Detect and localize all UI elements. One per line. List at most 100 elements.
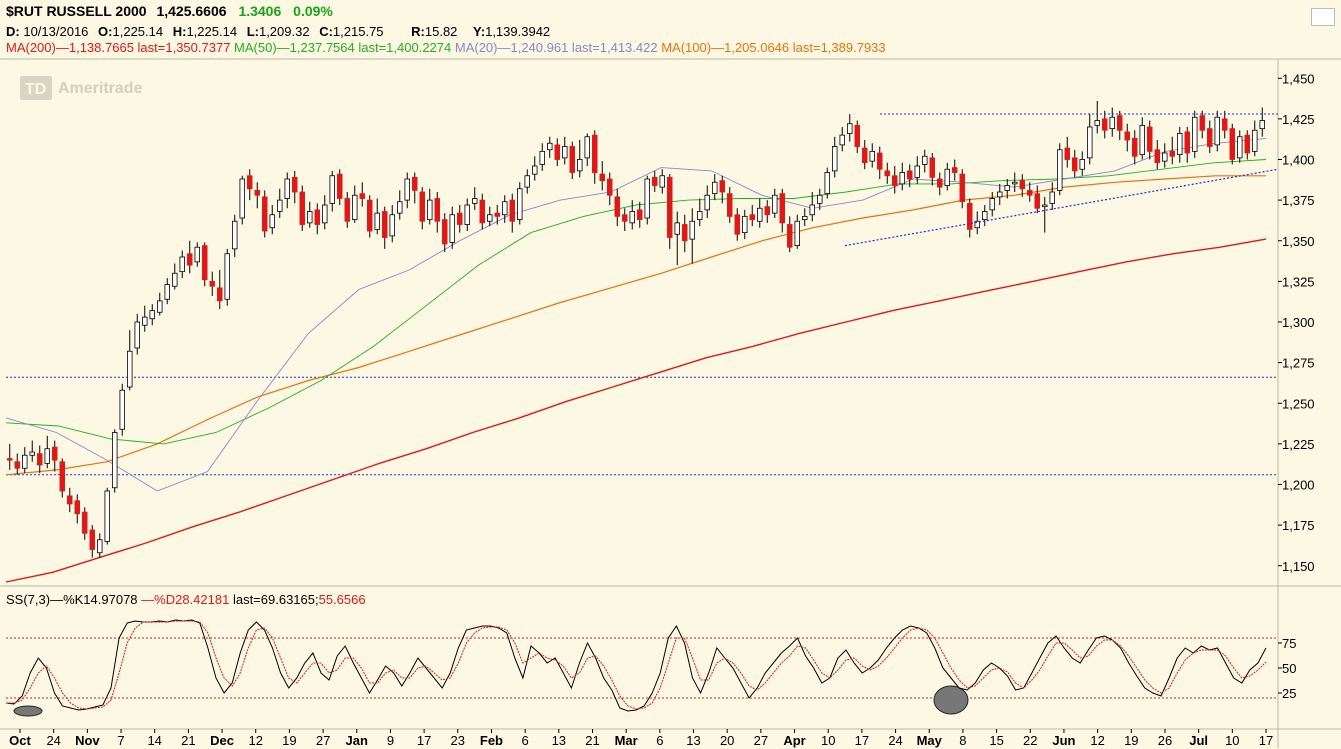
price-change-pct: 0.09% [293, 3, 333, 19]
candle-down [382, 211, 388, 238]
price-change: 1.3406 [238, 3, 282, 19]
x-tick-label: Mar [615, 733, 638, 748]
candle-up [539, 150, 545, 165]
candle-down [67, 495, 73, 505]
candle-down [667, 176, 673, 238]
y-tick-label: 1,300 [1282, 315, 1315, 330]
candle-down [854, 124, 860, 147]
x-tick-label: 20 [720, 733, 734, 748]
candle-up [134, 321, 140, 349]
candle-up [464, 204, 470, 225]
ma100-legend-values: 1,205.0646 last=1,389.7933 [724, 40, 886, 55]
candle-down [209, 280, 215, 287]
x-tick-label: Jan [346, 733, 368, 748]
d-line [6, 620, 1267, 710]
candle-up [329, 175, 335, 204]
x-tick-label: 6 [656, 733, 663, 748]
candle-up [104, 490, 110, 542]
high-value: 1,225.14 [186, 24, 238, 39]
candle-up [112, 432, 118, 489]
candle-down [952, 167, 958, 173]
candle-down [344, 198, 350, 222]
oscillator-last-d: 55.6566 [318, 592, 366, 607]
candle-down [202, 245, 208, 281]
candle-down [637, 209, 643, 221]
candle-up [997, 191, 1003, 198]
candle-up [817, 194, 823, 204]
rising-support-trendline [844, 168, 1279, 247]
osc-y-tick-label: 25 [1282, 686, 1296, 701]
candle-up [1004, 185, 1010, 191]
x-tick-label: 7 [117, 733, 124, 748]
candle-down [367, 199, 373, 232]
candle-up [809, 204, 815, 216]
watermark-text: Ameritrade [58, 80, 143, 97]
k-value: %K14.97078 [63, 592, 138, 607]
ma-legend: MA(200)—1,138.7665 last=1,350.7377 MA(50… [6, 40, 886, 55]
candle-up [239, 178, 245, 219]
ma200-legend-values: 1,138.7665 last=1,350.7377 [68, 40, 231, 55]
osc-y-tick-label: 75 [1282, 636, 1296, 651]
candle-up [584, 136, 590, 159]
last-price: 1,425.6606 [156, 3, 227, 19]
x-tick-label: Feb [480, 733, 503, 748]
open-value: 1,225.14 [112, 24, 164, 39]
candle-up [472, 198, 478, 204]
low-value: 1,209.32 [258, 24, 310, 39]
x-tick-label: 17 [855, 733, 869, 748]
watermark: TD Ameritrade [20, 76, 143, 100]
candle-up [1079, 159, 1085, 170]
corner-box[interactable] [1311, 8, 1335, 26]
y-tick-label: 1,225 [1282, 437, 1315, 452]
candle-up [127, 350, 133, 388]
candle-down [1207, 128, 1213, 147]
candle-down [877, 152, 883, 170]
ma20-legend-values: 1,240.961 last=1,413.422 [510, 40, 658, 55]
candle-down [554, 144, 560, 160]
candle-up [524, 175, 530, 188]
x-tick-label: 15 [989, 733, 1003, 748]
candle-down [457, 212, 463, 225]
candle-down [509, 199, 515, 222]
candle-down [59, 461, 65, 492]
candle-up [277, 199, 283, 212]
x-tick-label: 9 [387, 733, 394, 748]
candle-up [487, 214, 493, 222]
candle-up [517, 188, 523, 221]
candle-down [1184, 131, 1190, 154]
candle-up [149, 310, 155, 320]
candle-down [314, 209, 320, 225]
candle-down [494, 212, 500, 217]
candle-down [187, 253, 193, 266]
y-tick-label: 1,275 [1282, 356, 1315, 371]
candle-down [892, 175, 898, 186]
y-tick-label: 1,175 [1282, 518, 1315, 533]
candle-up [164, 284, 170, 300]
candle-up [839, 134, 845, 146]
candle-down [262, 196, 268, 232]
candle-down [734, 214, 740, 235]
candle-up [179, 256, 185, 273]
candle-down [292, 176, 298, 193]
x-tick-label: 13 [552, 733, 566, 748]
candle-up [1192, 116, 1198, 152]
candle-down [1222, 118, 1228, 131]
candle-up [284, 178, 290, 199]
x-tick-label: Jun [1052, 733, 1075, 748]
candle-up [449, 214, 455, 243]
ma50-legend-name: MA(50) [234, 40, 277, 55]
y-tick-label: 1,250 [1282, 396, 1315, 411]
ma20-legend-name: MA(20) [454, 40, 498, 55]
candle-up [389, 214, 395, 237]
candle-down [622, 214, 628, 222]
candle-down [764, 206, 770, 216]
candle-up [1162, 152, 1168, 162]
candle-down [7, 458, 13, 461]
candle-up [322, 204, 328, 224]
candle-up [899, 172, 905, 185]
candle-up [742, 215, 748, 234]
ma200-legend-name: MA(200) [6, 40, 56, 55]
candle-up [1057, 149, 1063, 191]
